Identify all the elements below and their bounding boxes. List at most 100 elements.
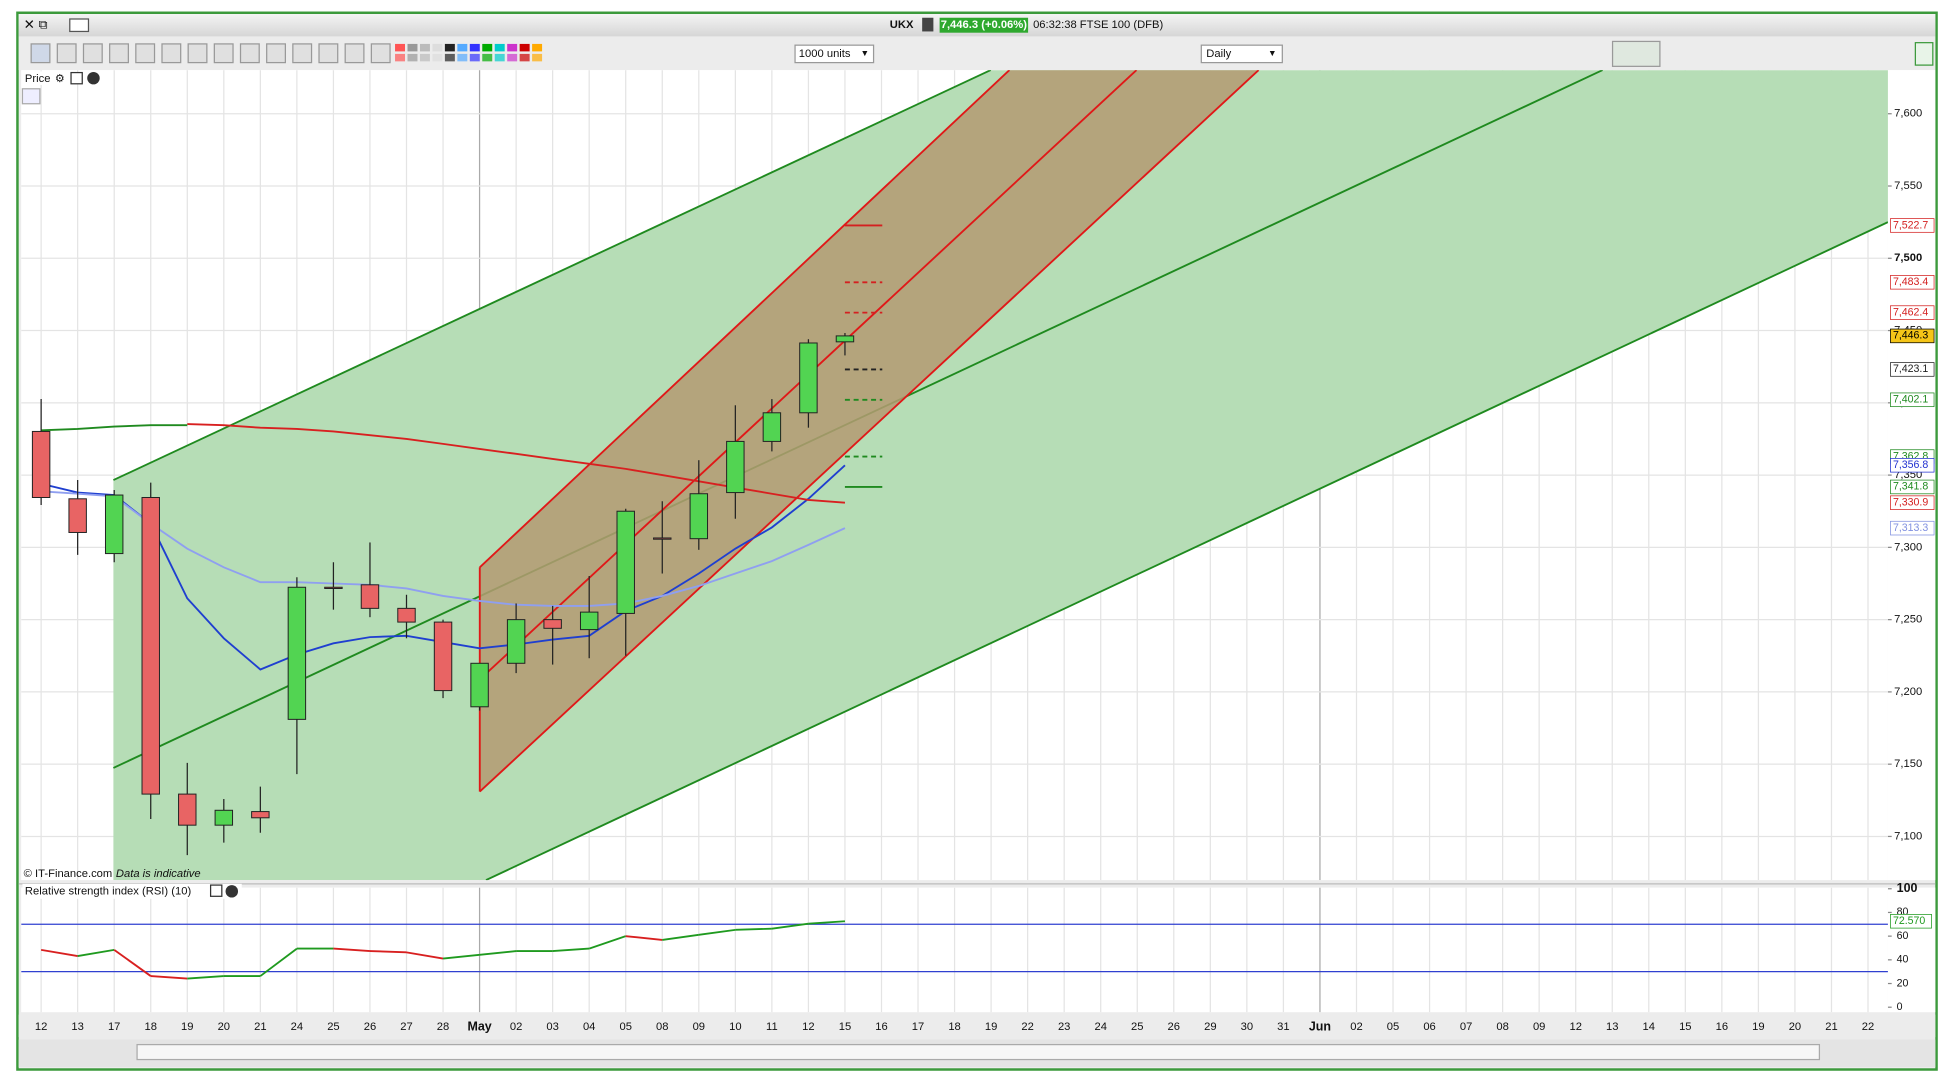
level-tag xyxy=(1890,520,1935,536)
rsi-tick-label: 80 xyxy=(1897,906,1909,918)
color-swatch[interactable] xyxy=(432,53,443,62)
maximize-icon[interactable] xyxy=(70,71,83,85)
rsi-tick-label: 40 xyxy=(1897,954,1909,966)
y-tick-label: 7,600 xyxy=(1894,108,1922,120)
interval-dropdown[interactable] xyxy=(1200,44,1283,64)
close-panel-icon[interactable] xyxy=(87,71,100,85)
color-swatch[interactable] xyxy=(532,53,543,62)
moving-average xyxy=(41,424,188,432)
color-swatch[interactable] xyxy=(469,43,480,52)
rsi-line xyxy=(369,950,407,954)
tool-icon[interactable] xyxy=(30,43,51,64)
price-layer xyxy=(21,70,1888,881)
tool-icon[interactable] xyxy=(109,43,129,64)
rsi-line xyxy=(259,947,298,977)
close-icon[interactable]: ✕ xyxy=(24,17,35,32)
level-tag-label: 7,462.4 xyxy=(1893,306,1928,318)
tool-icon[interactable] xyxy=(370,43,391,64)
tool-icon[interactable] xyxy=(344,43,365,64)
side-button[interactable] xyxy=(1914,42,1934,66)
wrench-icon[interactable]: ⚙ xyxy=(55,73,65,85)
price-label: Price xyxy=(25,73,51,85)
color-swatch[interactable] xyxy=(482,53,493,62)
rsi-line xyxy=(40,948,78,957)
date-label: 29 xyxy=(1204,1021,1216,1033)
date-label: 12 xyxy=(802,1021,814,1033)
units-dropdown[interactable] xyxy=(794,44,875,64)
tool-icon[interactable] xyxy=(266,43,286,64)
color-swatch[interactable] xyxy=(532,43,543,52)
color-swatch[interactable] xyxy=(457,53,468,62)
color-swatch[interactable] xyxy=(444,43,455,52)
date-label: 26 xyxy=(364,1021,376,1033)
refresh-icon[interactable] xyxy=(21,88,41,105)
candle-body xyxy=(214,809,234,826)
rsi-line xyxy=(113,949,152,977)
tool-icons xyxy=(26,43,1928,1062)
color-swatch[interactable] xyxy=(407,43,418,52)
rsi-tick-label: 0 xyxy=(1897,1001,1903,1013)
dropdown-arrow: ▼ xyxy=(861,48,870,58)
date-label: 15 xyxy=(1679,1021,1691,1033)
date-label: 17 xyxy=(108,1021,120,1033)
candle-body xyxy=(104,494,124,555)
color-swatch[interactable] xyxy=(469,53,480,62)
candle-body xyxy=(141,496,160,795)
color-swatch[interactable] xyxy=(432,43,443,52)
moving-average xyxy=(41,490,846,607)
candle-body xyxy=(324,586,343,590)
keyboard-icon[interactable] xyxy=(69,18,90,33)
trend-line xyxy=(485,221,1888,881)
maximize-icon[interactable] xyxy=(209,884,223,897)
close-panel-icon[interactable] xyxy=(225,885,239,898)
rsi-line xyxy=(406,951,444,960)
color-swatch[interactable] xyxy=(507,53,518,62)
level-tag xyxy=(1890,458,1935,473)
color-swatch[interactable] xyxy=(457,43,468,52)
detach-icon[interactable]: ⧉ xyxy=(39,18,48,32)
color-swatch[interactable] xyxy=(419,43,430,52)
color-swatch[interactable] xyxy=(419,53,430,62)
y-tick-label: 7,300 xyxy=(1894,541,1922,553)
color-swatch[interactable] xyxy=(444,53,455,62)
tool-icon[interactable] xyxy=(239,43,260,64)
tool-icon[interactable] xyxy=(318,43,339,64)
rsi-last-label: 72.570 xyxy=(1893,915,1925,927)
rsi-axis xyxy=(1887,887,1936,1013)
color-swatch[interactable] xyxy=(494,43,505,52)
rsi-line xyxy=(698,928,736,936)
color-swatch[interactable] xyxy=(407,53,418,62)
candle-body xyxy=(470,662,489,708)
color-swatch[interactable] xyxy=(494,53,505,62)
color-swatch[interactable] xyxy=(507,43,518,52)
color-swatch[interactable] xyxy=(519,53,530,62)
tool-icon[interactable] xyxy=(187,43,208,64)
date-label: 25 xyxy=(327,1021,339,1033)
tool-icon[interactable] xyxy=(161,43,182,64)
indicator-button[interactable] xyxy=(1611,40,1661,67)
tool-icon[interactable] xyxy=(56,43,77,64)
tool-icon[interactable] xyxy=(213,43,234,64)
color-swatch[interactable] xyxy=(395,53,406,62)
candle-body xyxy=(799,342,818,414)
info-icon[interactable] xyxy=(922,17,934,32)
color-swatch[interactable] xyxy=(519,43,530,52)
color-swatch[interactable] xyxy=(482,43,493,52)
date-label: 02 xyxy=(510,1021,522,1033)
price-axis xyxy=(1887,70,1936,881)
tool-icon[interactable] xyxy=(82,43,103,64)
level-tag-label: 7,446.3 xyxy=(1893,330,1928,342)
date-label: 23 xyxy=(1058,1021,1070,1033)
price-change: 7,446.3 (+0.06%) xyxy=(941,19,1028,31)
date-label: 12 xyxy=(35,1021,47,1033)
scrollbar[interactable] xyxy=(136,1043,1821,1061)
date-label: 14 xyxy=(1643,1021,1655,1033)
rsi-tick-label: 20 xyxy=(1897,977,1909,989)
tool-icon[interactable] xyxy=(135,43,156,64)
tool-icon[interactable] xyxy=(292,43,313,64)
y-tick-label: 7,200 xyxy=(1894,686,1922,698)
level-tag xyxy=(1890,495,1935,510)
color-swatch[interactable] xyxy=(395,43,406,52)
regression-line xyxy=(479,70,1011,568)
date-label: 16 xyxy=(875,1021,887,1033)
